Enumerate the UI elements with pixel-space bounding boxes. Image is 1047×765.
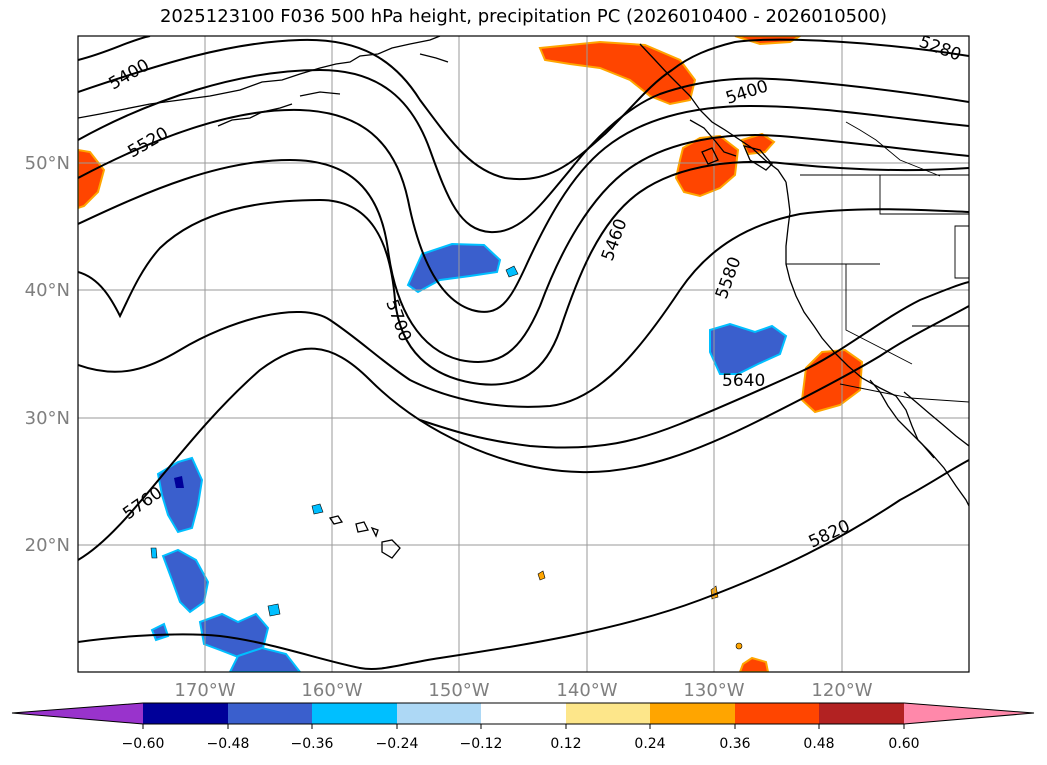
lat-label: 40°N [25, 280, 70, 301]
precip-positive-area [738, 656, 770, 672]
lon-label: 140°W [556, 680, 617, 701]
lon-label: 130°W [683, 680, 744, 701]
contour-label: 5460 [598, 216, 632, 263]
precip-negative-area [150, 547, 158, 559]
map-panel: 5400 5520 5400 5280 5460 5580 5700 5640 … [78, 32, 969, 672]
precip-negative-area [505, 265, 519, 278]
colorbar-segment [650, 703, 735, 724]
lon-label: 150°W [428, 680, 489, 701]
precip-negative-area [709, 322, 788, 375]
colorbar-extend-high [904, 703, 1034, 724]
colorbar-segment [481, 703, 566, 724]
coastlines [78, 36, 969, 559]
colorbar-tick-label: 0.48 [803, 736, 834, 752]
lat-label: 50°N [25, 153, 70, 174]
colorbar-extend-low [12, 703, 143, 724]
colorbar-tick-label: 0.24 [634, 736, 665, 752]
precip-negative-area [156, 456, 204, 534]
precip-negative-area [161, 548, 210, 614]
contour-label: 5400 [106, 55, 153, 94]
colorbar: −0.60 −0.48 −0.36 −0.24 −0.12 0.12 0.24 … [11, 702, 1035, 752]
precip-negative-area [406, 242, 502, 294]
lon-label: 170°W [174, 680, 235, 701]
precip-negative-area [311, 503, 324, 515]
colorbar-tick-label: −0.12 [460, 736, 503, 752]
lon-label: 120°W [811, 680, 872, 701]
precip-negative-area [174, 476, 184, 488]
colorbar-segment [566, 703, 650, 724]
lat-label: 20°N [25, 535, 70, 556]
height-contours [78, 36, 969, 671]
political-borders [786, 121, 969, 403]
colorbar-tick-label: −0.60 [122, 736, 165, 752]
precip-positive-area [537, 570, 546, 581]
contour-label: 5760 [119, 483, 166, 524]
colorbar-segment [143, 703, 228, 724]
contour-label: 5820 [806, 516, 854, 552]
map-title: 2025123100 F036 500 hPa height, precipit… [159, 6, 888, 27]
colorbar-segment [735, 703, 819, 724]
contour-label: 5580 [712, 254, 746, 301]
precip-positive-area [800, 348, 864, 414]
precip-negative-area [267, 603, 281, 617]
colorbar-segment [312, 703, 397, 724]
longitude-labels: 170°W 160°W 150°W 140°W 130°W 120°W [174, 680, 872, 701]
contour-label: 5400 [723, 76, 770, 108]
colorbar-segment [228, 703, 312, 724]
precip-negative-area [150, 622, 170, 642]
map-frame [77, 35, 970, 673]
colorbar-tick-label: −0.48 [207, 736, 250, 752]
colorbar-segment [397, 703, 481, 724]
latitude-labels: 50°N 40°N 30°N 20°N [25, 153, 70, 556]
contour-label: 5280 [916, 32, 963, 66]
lat-label: 30°N [25, 408, 70, 429]
colorbar-tick-label: 0.36 [719, 736, 750, 752]
precip-positive-area [538, 40, 697, 106]
contour-label: 5640 [722, 371, 765, 391]
precip-positive-area [735, 642, 743, 650]
precip-shading [78, 36, 864, 672]
colorbar-tick-label: 0.12 [550, 736, 581, 752]
colorbar-segment [819, 703, 904, 724]
colorbar-tick-label: 0.60 [888, 736, 919, 752]
lon-label: 160°W [301, 680, 362, 701]
precip-positive-area [78, 148, 106, 210]
precip-negative-area [228, 646, 302, 672]
colorbar-tick-label: −0.36 [291, 736, 334, 752]
contour-label: 5520 [125, 123, 172, 162]
colorbar-tick-label: −0.24 [376, 736, 419, 752]
